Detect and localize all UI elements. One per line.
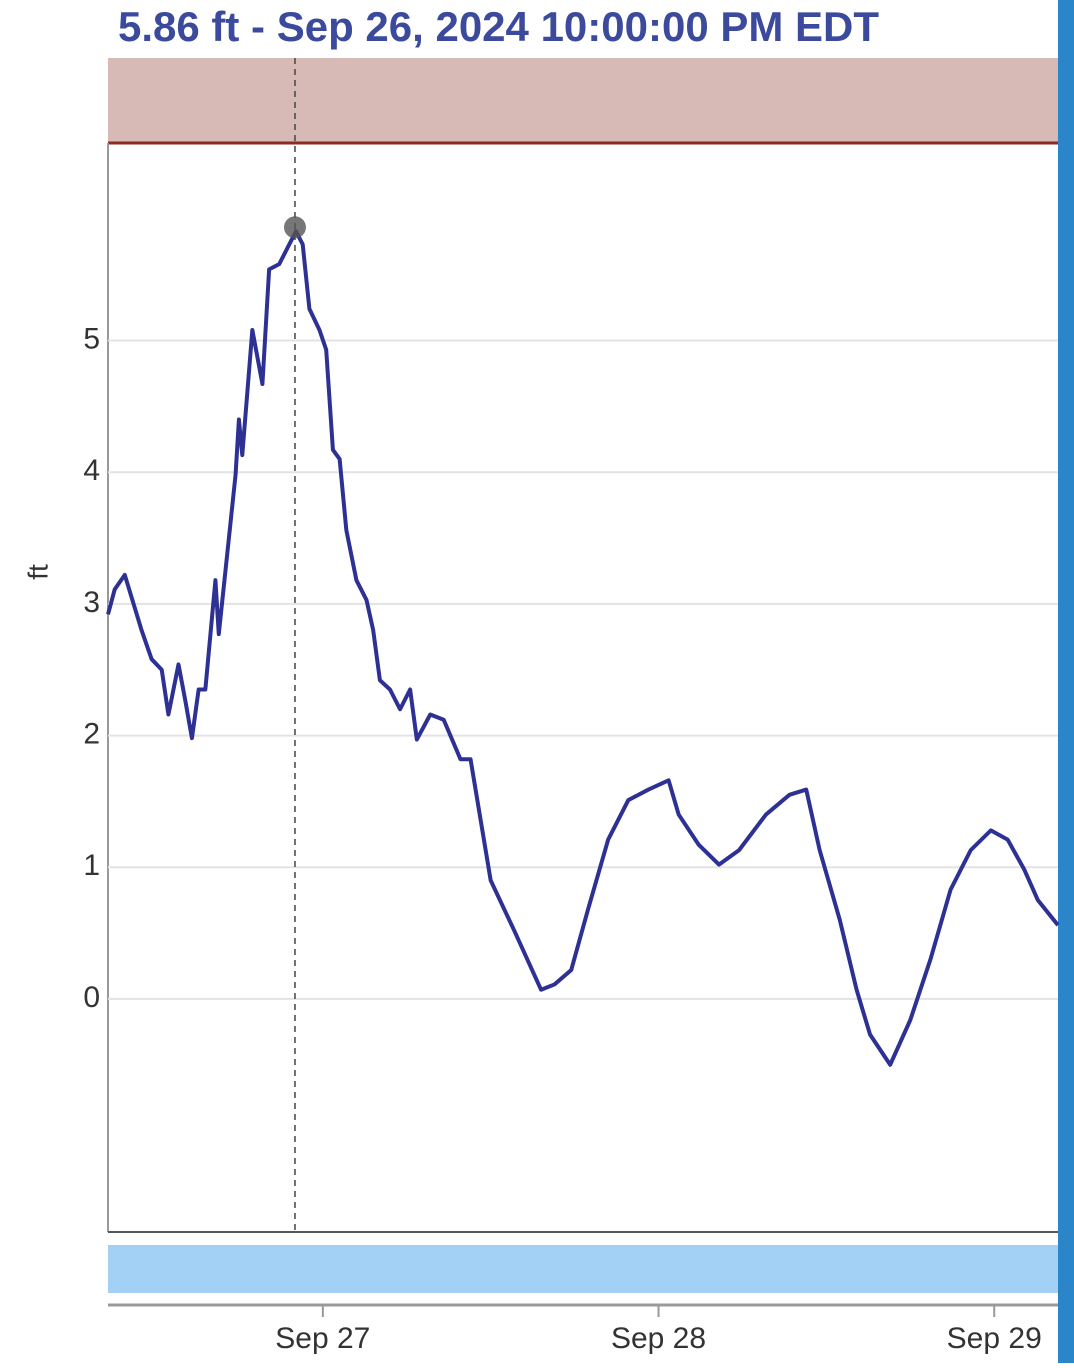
flood-band (108, 58, 1058, 143)
series-line (106, 229, 1060, 1067)
y-tick-label: 2 (83, 717, 100, 750)
x-tick-label: Sep 28 (611, 1322, 706, 1355)
x-tick-label: Sep 27 (275, 1322, 370, 1355)
y-tick-label: 4 (83, 454, 100, 487)
highlight-point (283, 216, 306, 239)
y-axis-label: ft (22, 564, 53, 580)
y-tick-label: 5 (83, 322, 100, 355)
y-tick-label: 0 (83, 981, 100, 1014)
x-tick-label: Sep 29 (947, 1322, 1042, 1355)
navigator (108, 1245, 1058, 1293)
y-tick-label: 1 (83, 849, 100, 882)
chart-title: 5.86 ft - Sep 26, 2024 10:00:00 PM EDT (118, 3, 879, 50)
side-panel (1058, 0, 1074, 1363)
y-tick-label: 3 (83, 586, 100, 619)
